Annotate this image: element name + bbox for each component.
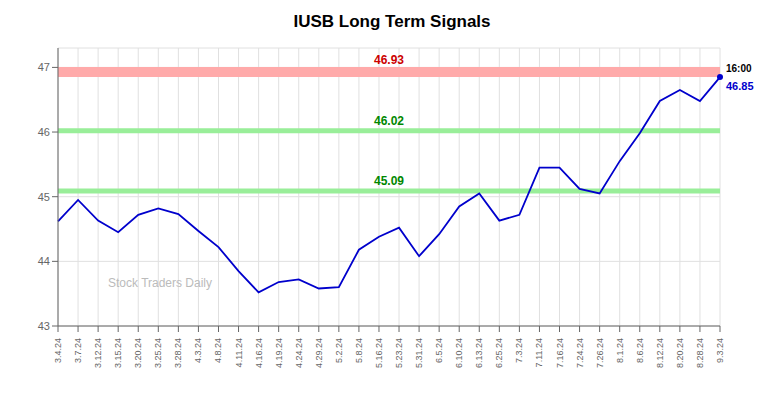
- svg-text:3.7.24: 3.7.24: [73, 338, 83, 363]
- svg-text:4.8.24: 4.8.24: [213, 338, 223, 363]
- svg-text:5.31.24: 5.31.24: [414, 338, 424, 368]
- svg-text:9.3.24: 9.3.24: [715, 338, 725, 363]
- svg-text:43: 43: [38, 320, 50, 332]
- svg-text:46.02: 46.02: [374, 114, 404, 128]
- svg-text:4.29.24: 4.29.24: [314, 338, 324, 368]
- svg-text:8.1.24: 8.1.24: [615, 338, 625, 363]
- svg-text:47: 47: [38, 61, 50, 73]
- svg-text:3.4.24: 3.4.24: [53, 338, 63, 363]
- svg-text:7.26.24: 7.26.24: [595, 338, 605, 368]
- svg-text:44: 44: [38, 255, 50, 267]
- html-text:IUSB Long Term Signals: IUSB Long Term Signals: [293, 12, 491, 31]
- svg-text:5.8.24: 5.8.24: [354, 338, 364, 363]
- svg-text:8.28.24: 8.28.24: [695, 338, 705, 368]
- svg-text:3.28.24: 3.28.24: [173, 338, 183, 368]
- svg-text:5.2.24: 5.2.24: [334, 338, 344, 363]
- svg-text:46.85: 46.85: [726, 80, 754, 92]
- svg-text:45: 45: [38, 191, 50, 203]
- svg-text:4.19.24: 4.19.24: [274, 338, 284, 368]
- svg-text:45.09: 45.09: [374, 174, 404, 188]
- svg-text:46: 46: [38, 126, 50, 138]
- svg-text:6.13.24: 6.13.24: [474, 338, 484, 368]
- svg-text:4.24.24: 4.24.24: [294, 338, 304, 368]
- svg-text:6.10.24: 6.10.24: [454, 338, 464, 368]
- svg-text:7.24.24: 7.24.24: [575, 338, 585, 368]
- svg-text:6.5.24: 6.5.24: [434, 338, 444, 363]
- svg-text:4.3.24: 4.3.24: [193, 338, 203, 363]
- svg-text:3.15.24: 3.15.24: [113, 338, 123, 368]
- svg-text:7.3.24: 7.3.24: [514, 338, 524, 363]
- svg-text:7.11.24: 7.11.24: [534, 338, 544, 367]
- svg-text:8.12.24: 8.12.24: [655, 338, 665, 368]
- svg-text:5.23.24: 5.23.24: [394, 338, 404, 368]
- svg-text:16:00: 16:00: [726, 63, 752, 74]
- svg-text:6.25.24: 6.25.24: [494, 338, 504, 368]
- svg-text:46.93: 46.93: [374, 53, 404, 67]
- svg-text:5.16.24: 5.16.24: [374, 338, 384, 368]
- svg-text:3.20.24: 3.20.24: [133, 338, 143, 368]
- svg-text:8.20.24: 8.20.24: [675, 338, 685, 368]
- svg-text:4.16.24: 4.16.24: [254, 338, 264, 368]
- svg-text:4.11.24: 4.11.24: [234, 338, 244, 367]
- svg-text:3.12.24: 3.12.24: [93, 338, 103, 368]
- svg-text:7.16.24: 7.16.24: [555, 338, 565, 368]
- svg-text:3.25.24: 3.25.24: [153, 338, 163, 368]
- svg-text:8.6.24: 8.6.24: [635, 338, 645, 363]
- html-text:Stock Traders Daily: Stock Traders Daily: [108, 276, 212, 290]
